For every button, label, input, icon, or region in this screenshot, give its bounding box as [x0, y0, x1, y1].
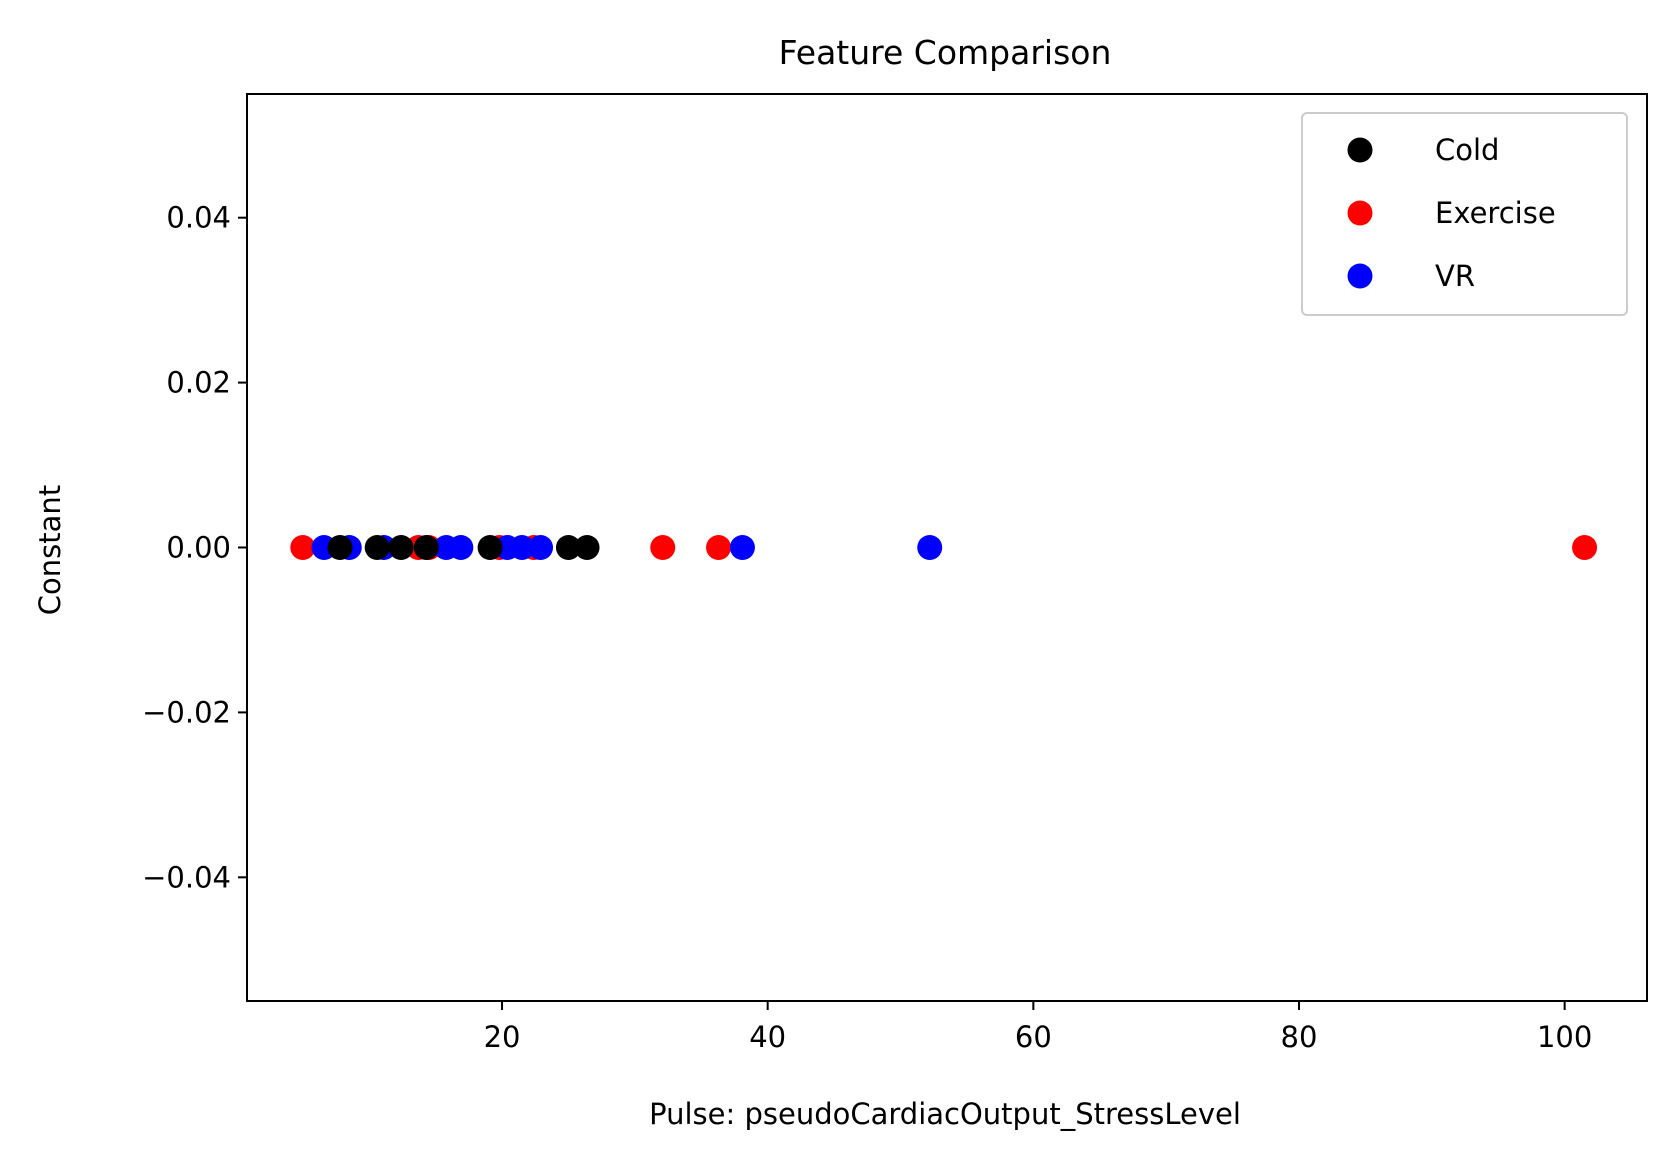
data-points: [290, 535, 1598, 560]
data-point-cold: [364, 535, 390, 560]
series-vr: [311, 535, 943, 560]
data-point-vr: [729, 535, 755, 560]
data-point-exercise: [706, 535, 732, 560]
y-tick-label: 0.04: [166, 201, 231, 235]
data-point-vr: [509, 535, 535, 560]
series-cold: [327, 535, 600, 560]
y-tick-label: 0.00: [166, 531, 231, 565]
data-point-cold: [574, 535, 600, 560]
x-tick-label: 80: [1281, 1020, 1318, 1054]
legend-marker-vr: [1347, 263, 1373, 289]
legend-entry-vr: VR: [1347, 259, 1475, 293]
data-point-cold: [413, 535, 439, 560]
legend-label-vr: VR: [1435, 259, 1475, 293]
legend-entries: Cold Exercise VR: [1347, 133, 1556, 293]
legend-entry-cold: Cold: [1347, 133, 1499, 167]
y-axis: 0.04 0.02 0.00 −0.02 −0.04: [142, 201, 247, 894]
legend-entry-exercise: Exercise: [1347, 196, 1556, 230]
x-axis-label: Pulse: pseudoCardiacOutput_StressLevel: [649, 1097, 1241, 1131]
y-axis-label: Constant: [33, 485, 67, 615]
data-point-exercise: [290, 535, 316, 560]
x-tick-label: 40: [749, 1020, 786, 1054]
y-tick-label: −0.04: [142, 860, 231, 894]
data-point-exercise: [650, 535, 676, 560]
data-point-vr: [448, 535, 474, 560]
chart-title: Feature Comparison: [779, 33, 1112, 72]
data-point-cold: [477, 535, 503, 560]
legend-label-exercise: Exercise: [1435, 196, 1556, 230]
x-tick-label: 20: [484, 1020, 521, 1054]
data-point-cold: [388, 535, 414, 560]
x-tick-label: 60: [1015, 1020, 1052, 1054]
legend-marker-cold: [1347, 137, 1373, 163]
legend: Cold Exercise VR: [1301, 112, 1628, 316]
data-point-cold: [555, 535, 581, 560]
legend-box: [1301, 112, 1628, 316]
legend-label-cold: Cold: [1435, 133, 1499, 167]
data-point-exercise: [1572, 535, 1598, 560]
y-tick-label: 0.02: [166, 366, 231, 400]
legend-marker-exercise: [1347, 200, 1373, 226]
data-point-vr: [528, 535, 554, 560]
data-point-cold: [327, 535, 353, 560]
data-point-vr: [917, 535, 943, 560]
x-tick-label: 100: [1537, 1020, 1592, 1054]
y-tick-label: −0.02: [142, 695, 231, 729]
x-axis: 20 40 60 80 100: [484, 1001, 1592, 1054]
